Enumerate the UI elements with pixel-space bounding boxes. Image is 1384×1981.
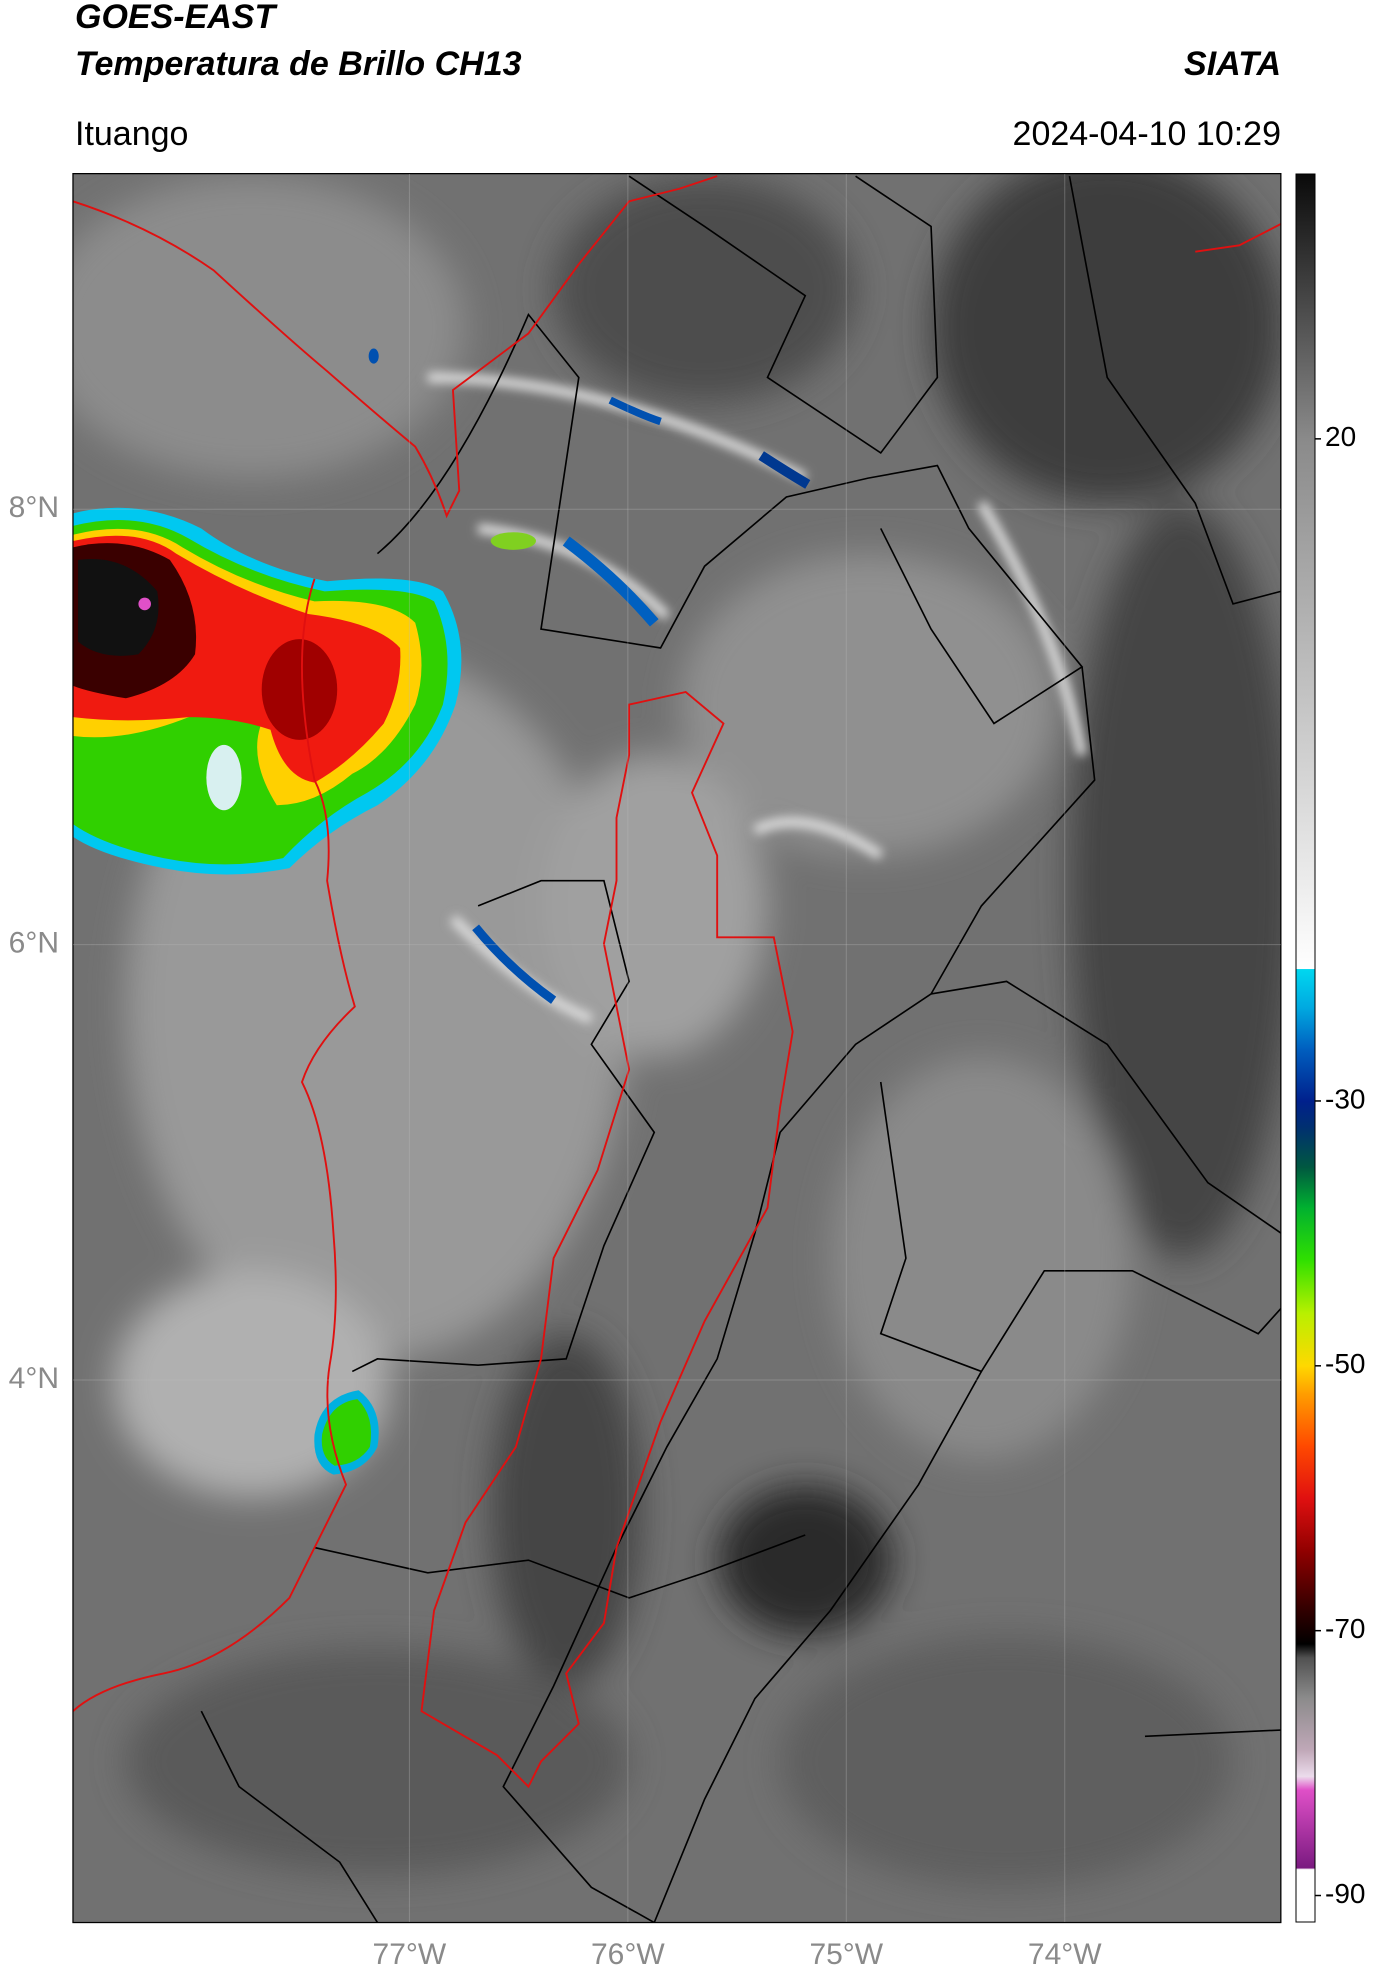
x-tick-label: 76°W bbox=[591, 1938, 665, 1971]
colorbar-segment bbox=[1296, 1259, 1315, 1314]
colorbar-segment bbox=[1296, 1867, 1315, 1870]
colorbar-tick-label: -90 bbox=[1325, 1878, 1365, 1909]
colorbar-tick-label: -70 bbox=[1325, 1613, 1365, 1644]
x-tick-label: 75°W bbox=[809, 1938, 883, 1971]
colorbar-segment bbox=[1296, 1749, 1315, 1777]
y-tick-label: 4°N bbox=[9, 1362, 59, 1395]
colorbar-segment bbox=[1296, 1365, 1315, 1393]
colorbar-segment bbox=[1296, 1869, 1315, 1923]
title: GOES-EAST bbox=[75, 0, 278, 36]
satellite-map bbox=[72, 173, 1282, 1924]
colorbar-segment bbox=[1296, 1312, 1315, 1367]
colorbar-segment bbox=[1296, 1789, 1315, 1869]
colorbar-tick-label: -30 bbox=[1325, 1083, 1365, 1114]
colorbar-segment bbox=[1296, 174, 1315, 440]
colorbar-segment bbox=[1296, 1776, 1315, 1791]
subtitle: Temperatura de Brillo CH13 bbox=[75, 45, 522, 83]
map-frame bbox=[72, 173, 1282, 1924]
x-tick-label: 74°W bbox=[1028, 1938, 1102, 1971]
location: Ituango bbox=[75, 115, 188, 153]
x-tick-label: 77°W bbox=[373, 1938, 447, 1971]
colorbar-segment bbox=[1296, 1206, 1315, 1261]
colorbar-segment bbox=[1296, 1127, 1315, 1168]
colorbar-segment bbox=[1296, 438, 1315, 970]
colorbar-segment bbox=[1296, 1643, 1315, 1658]
convective-storm bbox=[72, 507, 462, 1475]
y-tick-label: 6°N bbox=[9, 927, 59, 960]
source: SIATA bbox=[1184, 45, 1281, 83]
department-boundaries bbox=[200, 175, 1281, 1923]
colorbar-segment bbox=[1296, 1100, 1315, 1128]
colorbar-tick-label: -50 bbox=[1325, 1348, 1365, 1379]
colorbar-frame bbox=[1295, 173, 1316, 1923]
colorbar-segment bbox=[1296, 1048, 1315, 1102]
colorbar-segment bbox=[1296, 1551, 1315, 1605]
cold-cloud-streaks bbox=[368, 348, 811, 1004]
colorbar-segment bbox=[1296, 1445, 1315, 1499]
colorbar-segment bbox=[1296, 968, 1315, 1009]
y-tick-label: 8°N bbox=[9, 491, 59, 524]
colorbar-segment bbox=[1296, 1604, 1315, 1645]
colorbar-tick-label: 20 bbox=[1325, 421, 1356, 452]
colorbar-segment bbox=[1296, 1008, 1315, 1049]
colorbar-segment bbox=[1296, 1167, 1315, 1208]
colorbar-segment bbox=[1296, 1498, 1315, 1552]
coastline-and-basin bbox=[72, 175, 1281, 1789]
colorbar-segment bbox=[1296, 1657, 1315, 1698]
colorbar-segment bbox=[1296, 1392, 1315, 1446]
colorbar-segment bbox=[1296, 1696, 1315, 1751]
datetime: 2024-04-10 10:29 bbox=[1013, 115, 1281, 153]
